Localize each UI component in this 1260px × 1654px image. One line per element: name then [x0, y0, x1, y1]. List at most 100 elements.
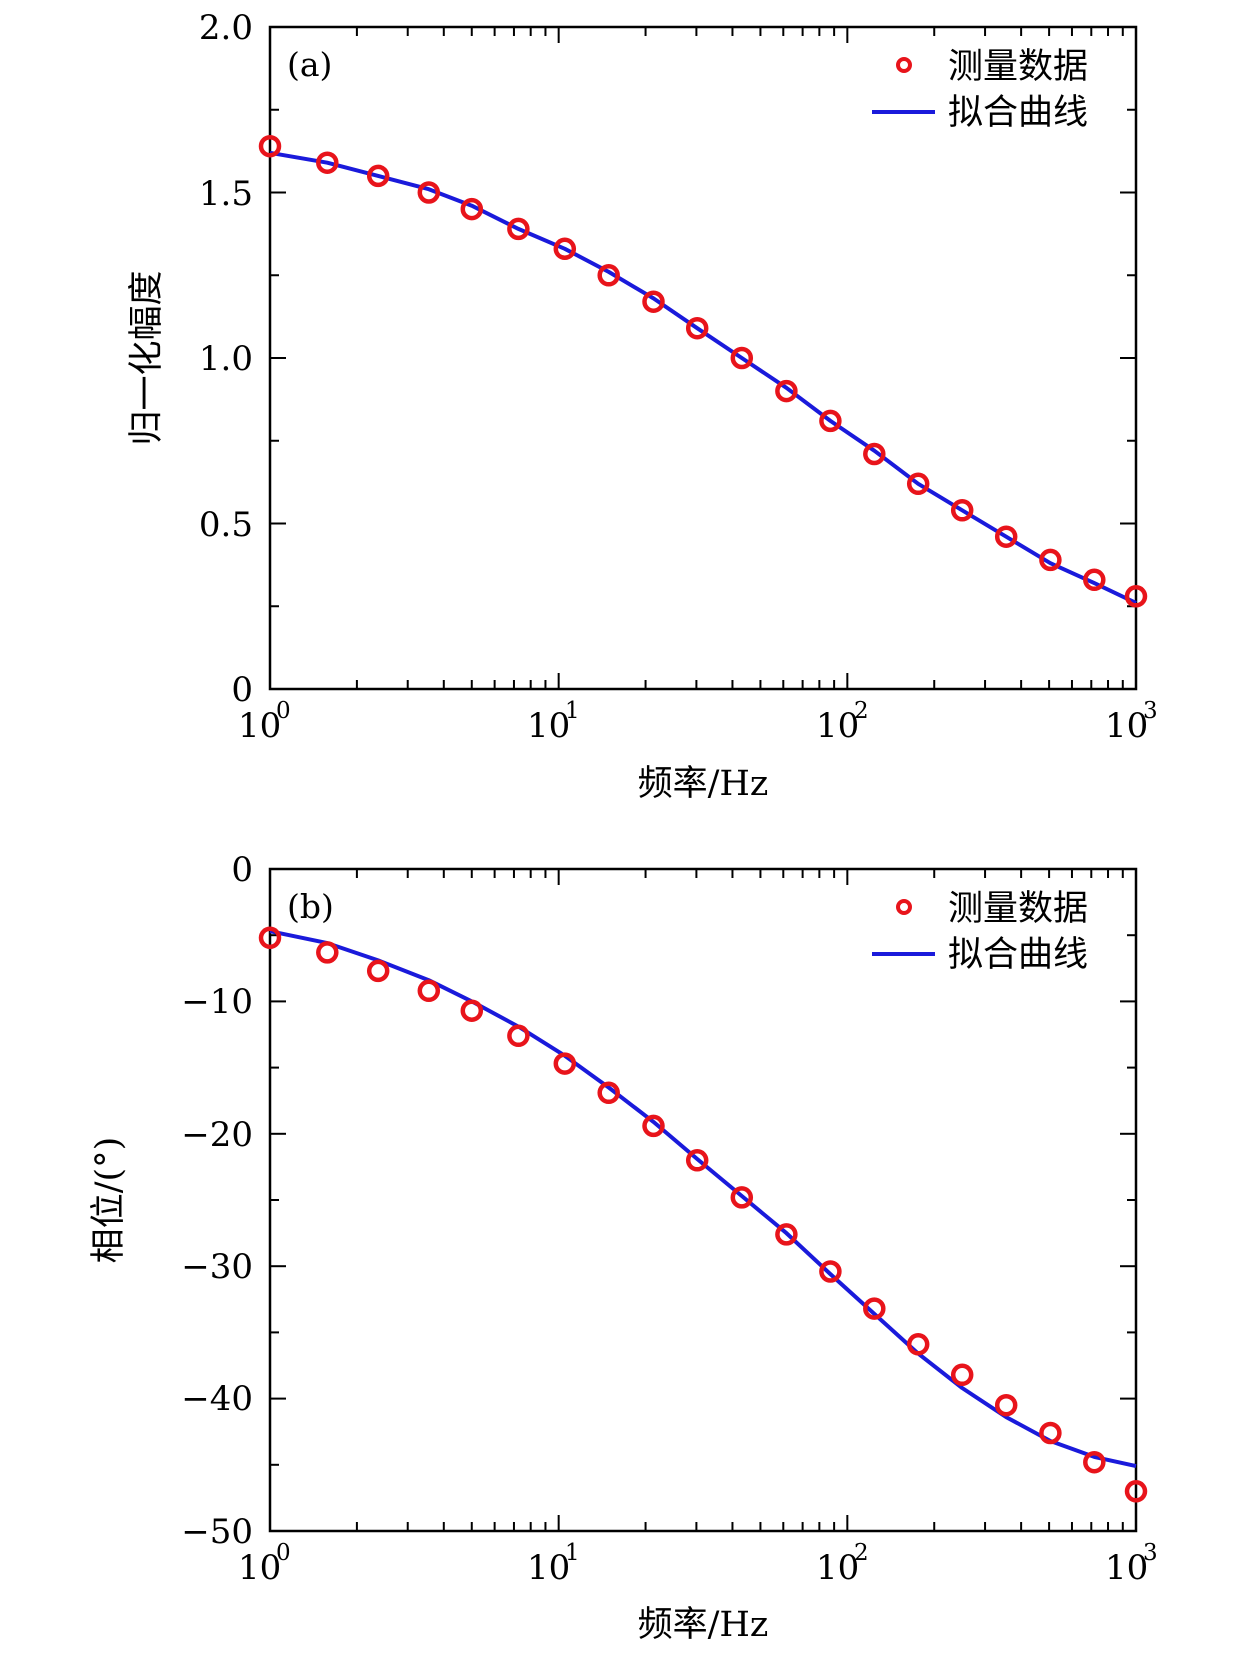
svg-text:10: 10	[816, 1548, 859, 1588]
data-point	[597, 264, 620, 287]
data-point	[316, 151, 339, 174]
data-point	[730, 346, 754, 370]
data-point	[553, 237, 577, 261]
data-point	[417, 979, 441, 1003]
data-point	[819, 409, 842, 433]
measured-points-a	[258, 134, 1148, 608]
y-tick-label: 0.5	[199, 505, 253, 545]
data-point	[1039, 548, 1062, 572]
y-tick-label: −50	[181, 1512, 253, 1552]
fit-curve-line	[269, 929, 1137, 1469]
data-point	[1083, 1450, 1106, 1474]
svg-text:10: 10	[1105, 1548, 1148, 1588]
x-tick-label: 10 2	[816, 698, 869, 746]
x-tick-label: 10 0	[238, 1540, 291, 1588]
panel-label-a: (a)	[287, 45, 332, 84]
legend-b: 测量数据 拟合曲线	[872, 889, 1088, 975]
x-tick-label: 10 1	[527, 1540, 580, 1588]
data-point	[906, 472, 930, 496]
legend-label-measured-b: 测量数据	[948, 889, 1088, 929]
svg-text:10: 10	[238, 706, 281, 746]
legend-label-fit-b: 拟合曲线	[948, 935, 1088, 975]
data-point	[366, 164, 390, 188]
svg-text:2: 2	[854, 1540, 869, 1566]
measured-points-b	[258, 926, 1148, 1503]
x-tick-label: 10 2	[816, 1540, 869, 1588]
svg-text:10: 10	[527, 706, 570, 746]
y-tick-label: 0	[231, 850, 253, 890]
fit-curve-b	[269, 929, 1137, 1469]
y-tick-label: −40	[181, 1379, 253, 1419]
data-point	[642, 290, 665, 313]
data-point	[1124, 1480, 1148, 1503]
svg-text:2: 2	[854, 698, 869, 724]
data-point	[316, 941, 339, 964]
panel-label-b: (b)	[287, 887, 334, 926]
data-point	[258, 926, 282, 950]
data-point	[1083, 568, 1106, 592]
data-point	[906, 1333, 930, 1356]
data-point	[950, 499, 974, 522]
y-tick-label: 1.0	[199, 339, 253, 379]
data-point	[863, 1297, 886, 1320]
y-axis-title-b: 相位/(°)	[89, 1137, 129, 1264]
svg-text:1: 1	[565, 698, 580, 724]
axis-ticks-b	[269, 868, 1136, 1532]
svg-text:3: 3	[1143, 1540, 1158, 1566]
panel-a: (a) 测量数据 拟合曲线 0 0.5 1.0 1.5 2.0 10 0 10 …	[127, 8, 1158, 804]
data-point	[994, 525, 1018, 548]
x-tick-label: 10 1	[527, 698, 580, 746]
y-tick-label: 2.0	[199, 8, 253, 48]
legend-marker-measured-b	[896, 899, 912, 915]
fit-curve-a	[269, 150, 1137, 605]
data-point	[417, 181, 441, 204]
legend-a: 测量数据 拟合曲线	[872, 47, 1088, 133]
y-tick-label: −10	[181, 982, 253, 1022]
data-point	[819, 1260, 842, 1283]
data-point	[775, 379, 798, 403]
data-point	[507, 1024, 530, 1048]
y-tick-label: 1.5	[199, 174, 253, 214]
fit-curve-line	[269, 150, 1137, 605]
y-tick-label: −30	[181, 1247, 253, 1287]
data-point	[366, 959, 390, 983]
svg-text:0: 0	[276, 698, 291, 724]
svg-text:0: 0	[276, 1540, 291, 1566]
legend-marker-measured-a	[896, 57, 912, 73]
y-tick-label: 0	[231, 670, 253, 710]
data-point	[730, 1186, 754, 1209]
data-point	[950, 1363, 974, 1387]
svg-text:1: 1	[565, 1540, 580, 1566]
svg-text:3: 3	[1143, 698, 1158, 724]
legend-label-measured-a: 测量数据	[948, 47, 1088, 87]
x-tick-label: 10 3	[1105, 698, 1158, 746]
data-point	[863, 442, 886, 466]
data-point	[597, 1081, 620, 1105]
data-point	[1124, 585, 1148, 608]
x-tick-label: 10 3	[1105, 1540, 1158, 1588]
data-point	[685, 1149, 709, 1172]
svg-text:10: 10	[816, 706, 859, 746]
x-axis-title-a: 频率/Hz	[638, 764, 769, 804]
data-point	[460, 999, 484, 1022]
data-point	[507, 217, 530, 241]
data-point	[553, 1052, 577, 1075]
data-point	[994, 1393, 1018, 1417]
svg-text:10: 10	[1105, 706, 1148, 746]
data-point	[775, 1223, 798, 1246]
y-tick-label: −20	[181, 1115, 253, 1155]
x-axis-title-b: 频率/Hz	[638, 1605, 769, 1645]
data-point	[685, 316, 709, 340]
legend-label-fit-a: 拟合曲线	[948, 93, 1088, 133]
x-tick-label: 10 0	[238, 698, 291, 746]
axis-ticks-a	[269, 26, 1136, 690]
panel-b: (b) 测量数据 拟合曲线 0 −10 −20 −30 −40 −50 10 0…	[89, 850, 1158, 1645]
data-point	[258, 134, 282, 158]
data-point	[1039, 1421, 1062, 1445]
data-point	[460, 197, 484, 221]
data-point	[642, 1114, 665, 1138]
svg-text:10: 10	[527, 1548, 570, 1588]
y-axis-title-a: 归一化幅度	[127, 270, 167, 445]
svg-text:10: 10	[238, 1548, 281, 1588]
